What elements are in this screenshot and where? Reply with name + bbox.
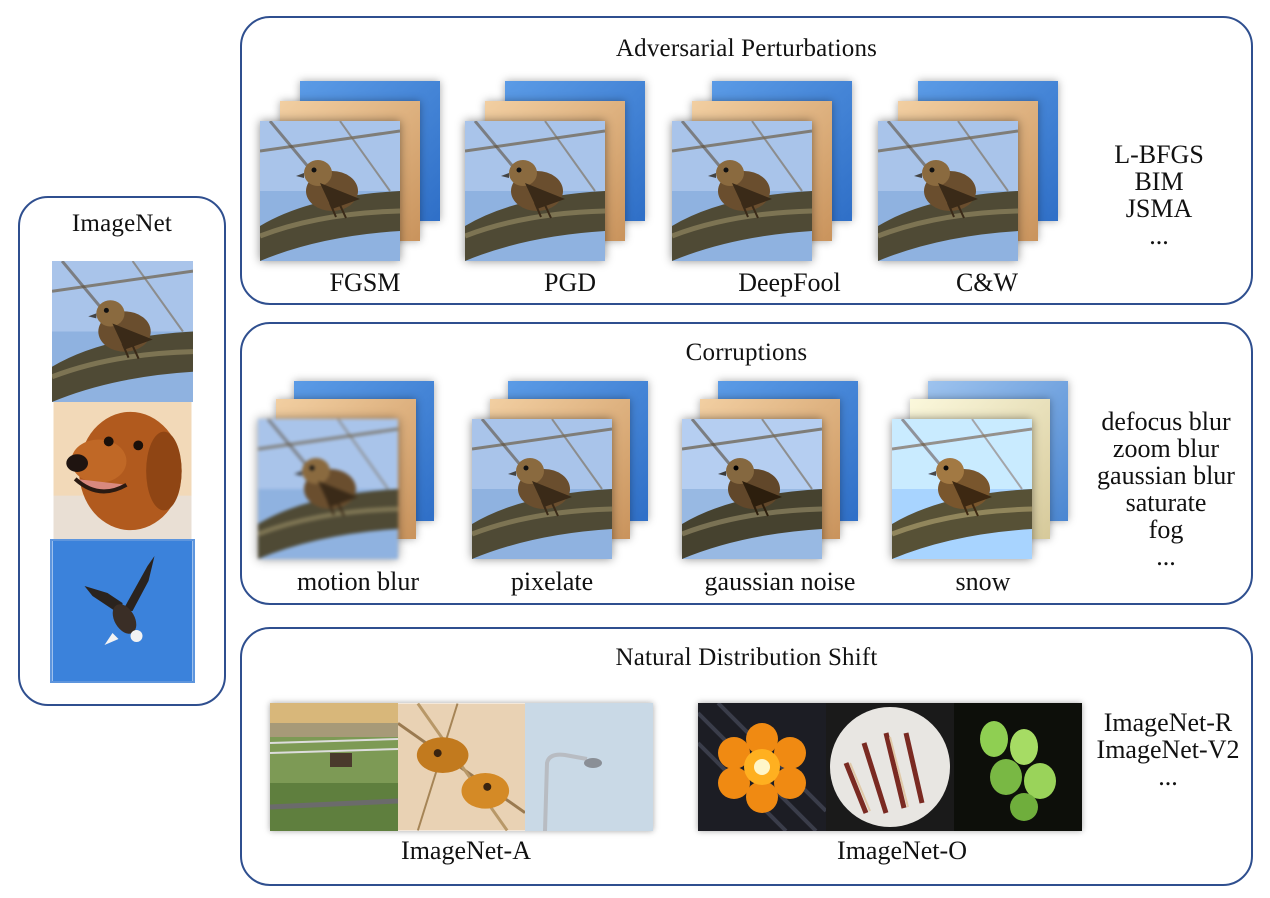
label-gaussian-noise: gaussian noise [704, 567, 856, 596]
other-corruption: gaussian blur [1097, 461, 1235, 490]
natural-others-list: ImageNet-R ImageNet-V2 ... [1088, 709, 1248, 790]
other-corruption: zoom blur [1112, 434, 1220, 463]
dog-image [52, 402, 193, 540]
adversarial-image [260, 121, 400, 261]
imagenet-panel: ImageNet [18, 196, 226, 706]
adversarial-panel: Adversarial Perturbations FGSM PGD DeepF… [240, 16, 1253, 305]
bird-image [52, 261, 193, 402]
label-motion-blur: motion blur [296, 567, 420, 596]
natural-shift-panel: Natural Distribution Shift [240, 627, 1253, 886]
corruptions-panel: Corruptions motion blur pixelate gaussia… [240, 322, 1253, 605]
other-method: JSMA [1125, 194, 1193, 223]
natural-shift-title: Natural Distribution Shift [615, 644, 878, 671]
corruption-image [682, 419, 822, 559]
label-pixelate: pixelate [510, 567, 594, 596]
label-cw: C&W [955, 268, 1019, 297]
other-method: ... [1149, 221, 1169, 250]
label-deepfool: DeepFool [738, 268, 841, 297]
other-dataset: ImageNet-R [1103, 708, 1233, 737]
imagenet-o-strip [698, 703, 1082, 831]
other-dataset: ImageNet-V2 [1096, 735, 1240, 764]
adversarial-others-list: L-BFGS BIM JSMA ... [1104, 141, 1214, 249]
other-corruption: ... [1156, 542, 1176, 571]
other-corruption: defocus blur [1101, 407, 1231, 436]
imagenet-o-plate-image [826, 703, 954, 831]
other-dataset: ... [1158, 762, 1178, 791]
corruptions-others-list: defocus blur zoom blur gaussian blur sat… [1082, 408, 1250, 570]
adversarial-title: Adversarial Perturbations [615, 35, 878, 62]
imagenet-o-succulent-image [954, 703, 1082, 831]
imagenet-a-butterfly-image [398, 703, 525, 831]
label-imagenet-o: ImageNet-O [837, 836, 967, 865]
label-snow: snow [955, 567, 1011, 596]
corruption-image [258, 419, 398, 559]
label-imagenet-a: ImageNet-A [401, 836, 531, 865]
other-corruption: saturate [1125, 488, 1207, 517]
corruption-image [892, 419, 1032, 559]
label-pgd: PGD [543, 268, 596, 297]
imagenet-a-strip [270, 703, 653, 831]
imagenet-a-field-image [270, 703, 398, 831]
adversarial-image [878, 121, 1018, 261]
eagle-image [50, 539, 195, 683]
imagenet-o-flower-image [698, 703, 826, 831]
other-corruption: fog [1148, 515, 1184, 544]
adversarial-image [465, 121, 605, 261]
other-method: L-BFGS [1114, 140, 1204, 169]
imagenet-a-streetlight-image [525, 703, 653, 831]
adversarial-image [672, 121, 812, 261]
corruptions-title: Corruptions [685, 339, 808, 366]
corruption-image [472, 419, 612, 559]
other-method: BIM [1134, 167, 1184, 196]
label-fgsm: FGSM [329, 268, 401, 297]
imagenet-title: ImageNet [71, 210, 173, 237]
